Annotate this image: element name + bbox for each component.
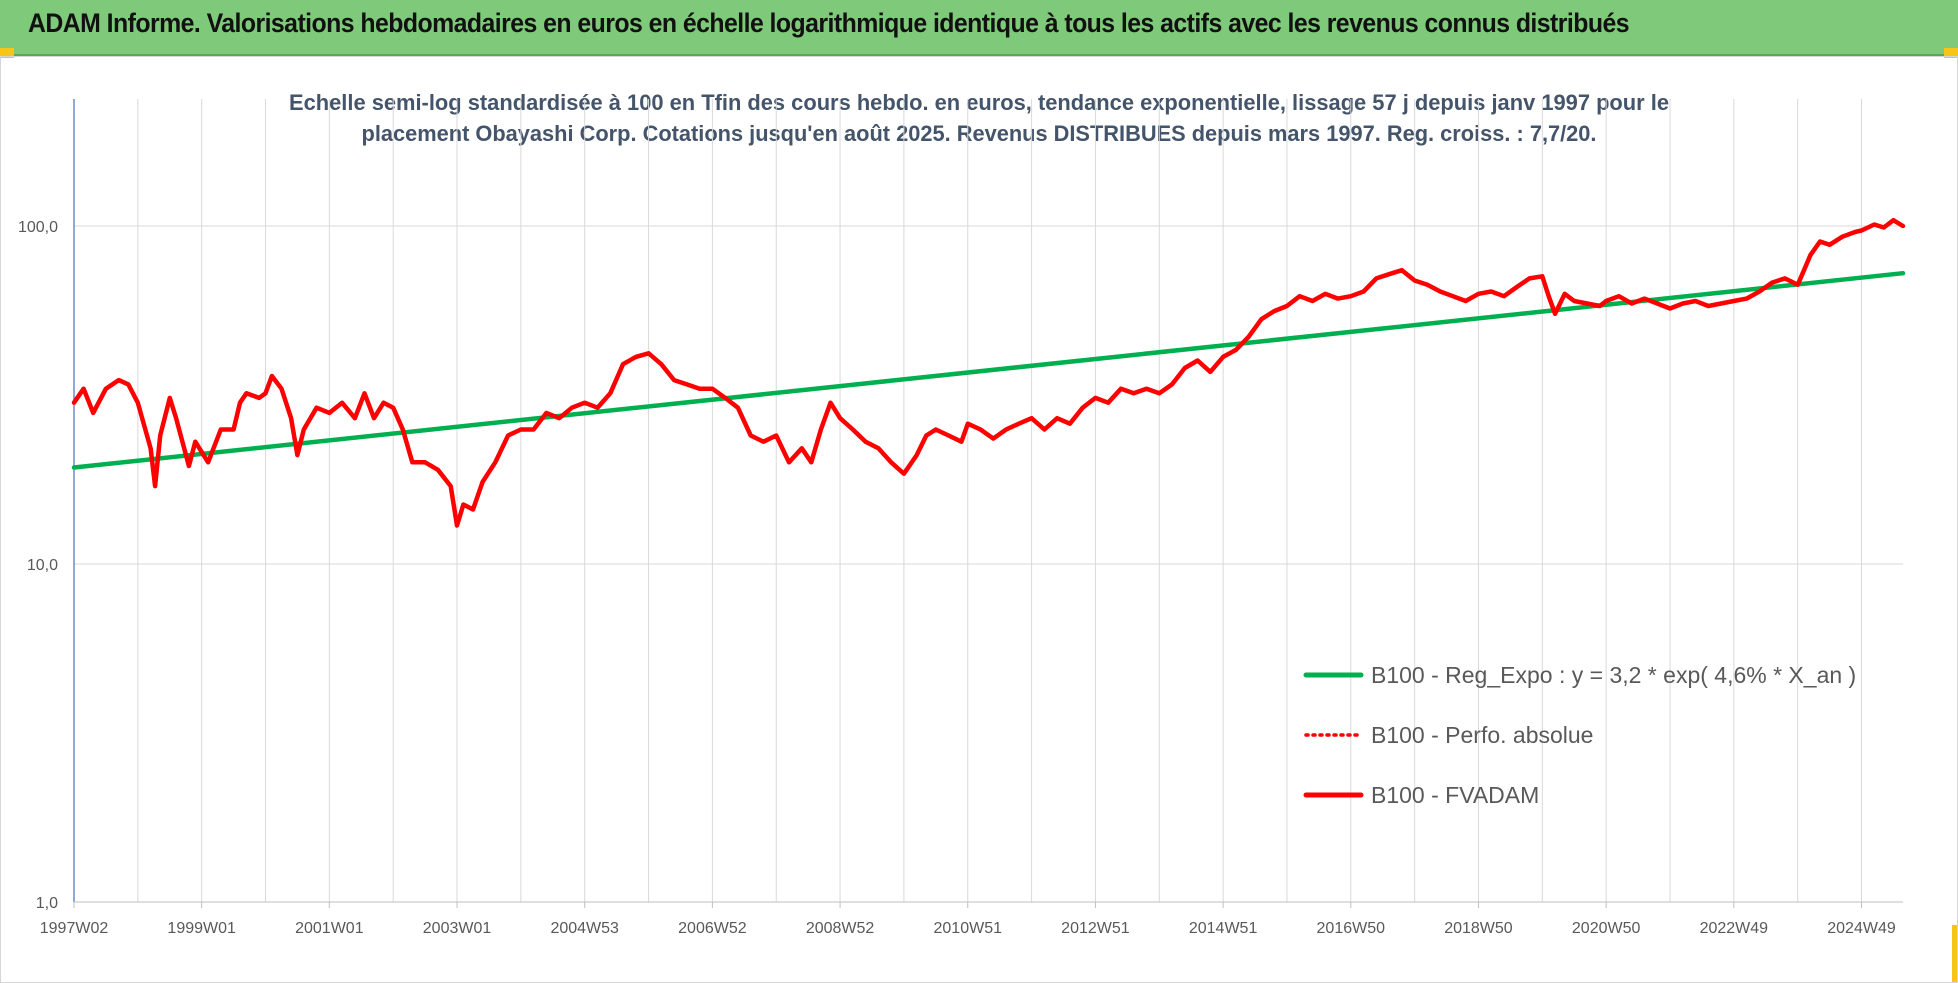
- x-tick-label: 2010W51: [934, 920, 1003, 937]
- chart-subtitle: Echelle semi-log standardisée à 100 en T…: [289, 90, 1669, 146]
- chart-subtitle-line: placement Obayashi Corp. Cotations jusqu…: [362, 121, 1597, 146]
- x-tick-label: 2001W01: [295, 920, 364, 937]
- corner-marker-top-left: [0, 48, 14, 58]
- corner-marker-bottom-right: [1952, 925, 1958, 983]
- x-tick-label: 2018W50: [1444, 920, 1513, 937]
- x-tick-label: 2012W51: [1061, 920, 1130, 937]
- chart-subtitle-line: Echelle semi-log standardisée à 100 en T…: [289, 90, 1669, 115]
- x-tick-label: 1997W02: [40, 920, 109, 937]
- legend-label: B100 - Perfo. absolue: [1371, 722, 1593, 748]
- x-tick-label: 2008W52: [806, 920, 875, 937]
- x-tick-label: 2024W49: [1827, 920, 1896, 937]
- series-line-fvadam: [71, 217, 1906, 528]
- x-tick-label: 2020W50: [1572, 920, 1641, 937]
- x-tick-label: 2006W52: [678, 920, 747, 937]
- chart-area: Echelle semi-log standardisée à 100 en T…: [0, 56, 1958, 983]
- legend-label: B100 - Reg_Expo : y = 3,2 * exp( 4,6% * …: [1371, 662, 1856, 688]
- x-tick-label: 2022W49: [1700, 920, 1769, 937]
- title-banner: ADAM Informe. Valorisations hebdomadaire…: [0, 0, 1958, 56]
- chart-legend: B100 - Reg_Expo : y = 3,2 * exp( 4,6% * …: [1303, 662, 1856, 808]
- corner-marker-top-right: [1944, 48, 1958, 58]
- chart-series: [71, 217, 1906, 528]
- x-tick-label: 2014W51: [1189, 920, 1258, 937]
- y-tick-label: 100,0: [18, 219, 58, 236]
- x-tick-label: 1999W01: [167, 920, 236, 937]
- legend-label: B100 - FVADAM: [1371, 782, 1539, 808]
- chart-svg: Echelle semi-log standardisée à 100 en T…: [18, 90, 1906, 937]
- chart-grid: [74, 99, 1903, 903]
- page-title: ADAM Informe. Valorisations hebdomadaire…: [28, 8, 1630, 38]
- x-tick-label: 2004W53: [550, 920, 619, 937]
- chart-axes: 1,0 10,0 100,0 1997W02 1999W01 2001W01 2003W01…: [18, 99, 1903, 937]
- y-tick-label: 1,0: [36, 895, 58, 912]
- x-tick-label: 2003W01: [423, 920, 492, 937]
- x-tick-label: 2016W50: [1317, 920, 1386, 937]
- y-tick-label: 10,0: [27, 557, 58, 574]
